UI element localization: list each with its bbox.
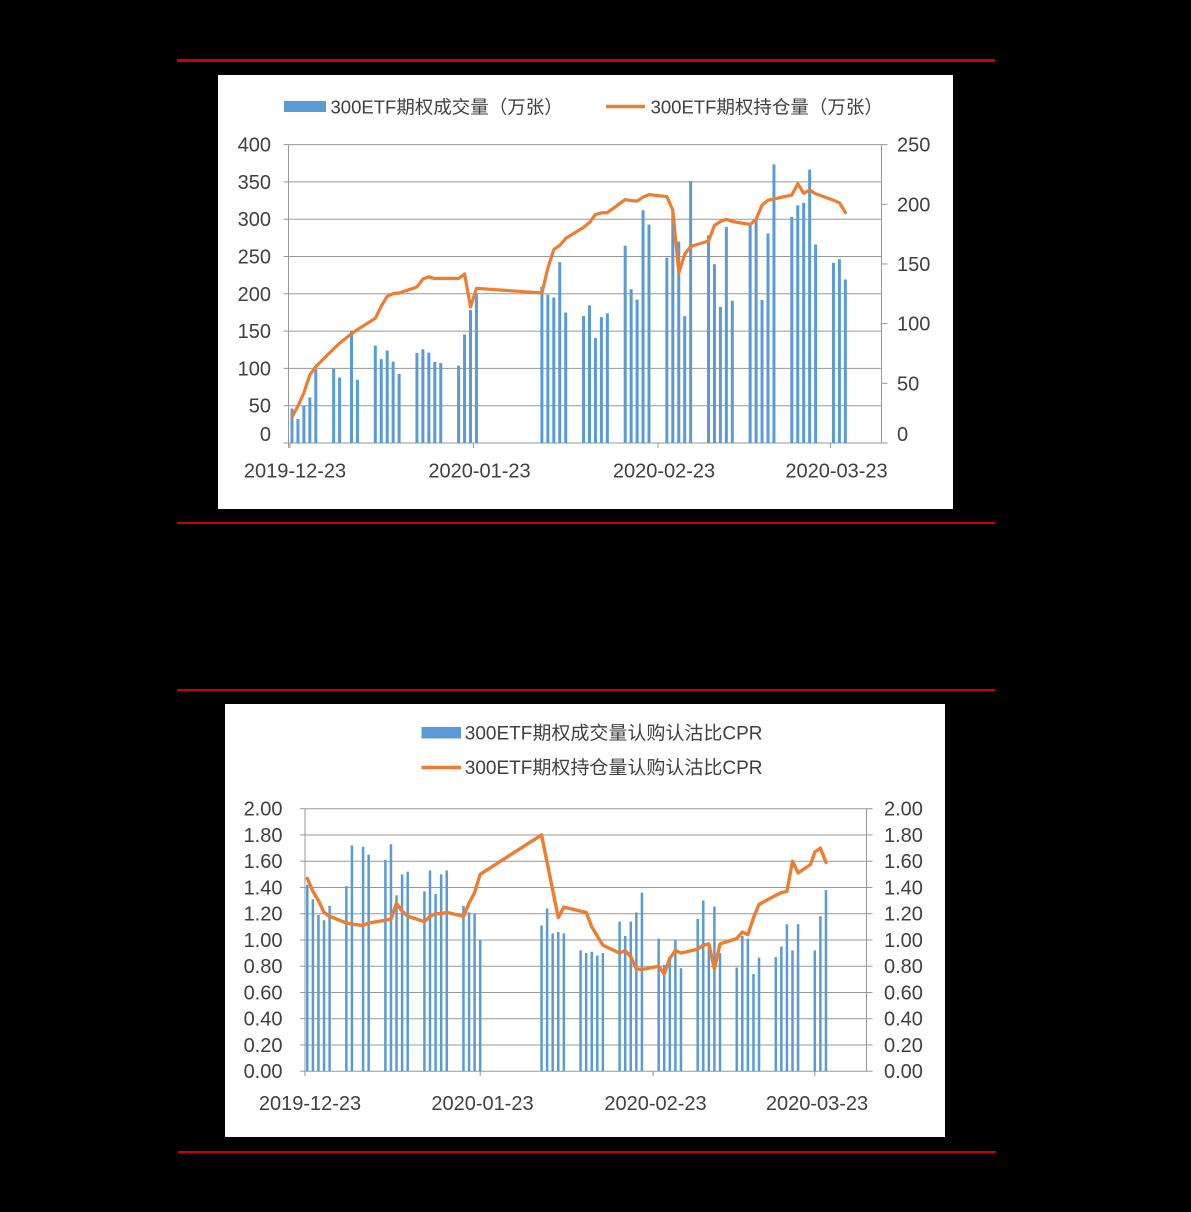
svg-text:2019-12-23: 2019-12-23 <box>259 1093 361 1115</box>
svg-text:350: 350 <box>238 172 271 194</box>
svg-text:1.40: 1.40 <box>244 877 283 899</box>
svg-text:300ETF: 300ETF <box>331 97 397 118</box>
svg-text:0.60: 0.60 <box>884 982 923 1004</box>
svg-text:50: 50 <box>249 396 271 418</box>
svg-text:CPR: CPR <box>722 724 762 745</box>
svg-text:1.60: 1.60 <box>244 851 283 873</box>
svg-text:CPR: CPR <box>722 758 762 779</box>
svg-text:0: 0 <box>897 424 908 446</box>
svg-text:0.40: 0.40 <box>884 1009 923 1031</box>
svg-text:150: 150 <box>897 254 930 276</box>
svg-text:0.00: 0.00 <box>244 1061 283 1083</box>
svg-text:300ETF: 300ETF <box>465 758 533 779</box>
svg-text:1.20: 1.20 <box>884 904 923 926</box>
svg-text:300ETF: 300ETF <box>651 97 717 118</box>
svg-text:0.20: 0.20 <box>244 1035 283 1057</box>
svg-text:2020-03-23: 2020-03-23 <box>766 1093 868 1115</box>
svg-text:300: 300 <box>238 209 271 231</box>
svg-text:2020-03-23: 2020-03-23 <box>785 461 887 483</box>
svg-text:400: 400 <box>238 135 271 157</box>
svg-text:300ETF: 300ETF <box>465 724 533 745</box>
svg-text:0.20: 0.20 <box>884 1035 923 1057</box>
svg-text:0.80: 0.80 <box>884 956 923 978</box>
svg-text:1.00: 1.00 <box>244 930 283 952</box>
svg-text:100: 100 <box>238 358 271 380</box>
svg-text:0.60: 0.60 <box>244 982 283 1004</box>
svg-text:2020-01-23: 2020-01-23 <box>428 461 530 483</box>
svg-text:150: 150 <box>238 321 271 343</box>
svg-text:1.80: 1.80 <box>244 825 283 847</box>
svg-text:2019-12-23: 2019-12-23 <box>244 461 346 483</box>
svg-text:1.40: 1.40 <box>884 877 923 899</box>
svg-text:200: 200 <box>238 284 271 306</box>
svg-text:50: 50 <box>897 373 919 395</box>
svg-text:1.00: 1.00 <box>884 930 923 952</box>
svg-text:1.20: 1.20 <box>244 904 283 926</box>
svg-text:200: 200 <box>897 194 930 216</box>
svg-text:2020-02-23: 2020-02-23 <box>613 461 715 483</box>
svg-text:250: 250 <box>238 247 271 269</box>
svg-text:0.40: 0.40 <box>244 1009 283 1031</box>
svg-text:250: 250 <box>897 135 930 157</box>
svg-text:1.60: 1.60 <box>884 851 923 873</box>
svg-text:2.00: 2.00 <box>244 799 283 821</box>
svg-text:1.80: 1.80 <box>884 825 923 847</box>
svg-text:0: 0 <box>260 424 271 446</box>
svg-text:2.00: 2.00 <box>884 799 923 821</box>
svg-text:0.00: 0.00 <box>884 1061 923 1083</box>
svg-text:2020-01-23: 2020-01-23 <box>431 1093 533 1115</box>
svg-text:2020-02-23: 2020-02-23 <box>604 1093 706 1115</box>
svg-text:0.80: 0.80 <box>244 956 283 978</box>
svg-text:100: 100 <box>897 314 930 336</box>
